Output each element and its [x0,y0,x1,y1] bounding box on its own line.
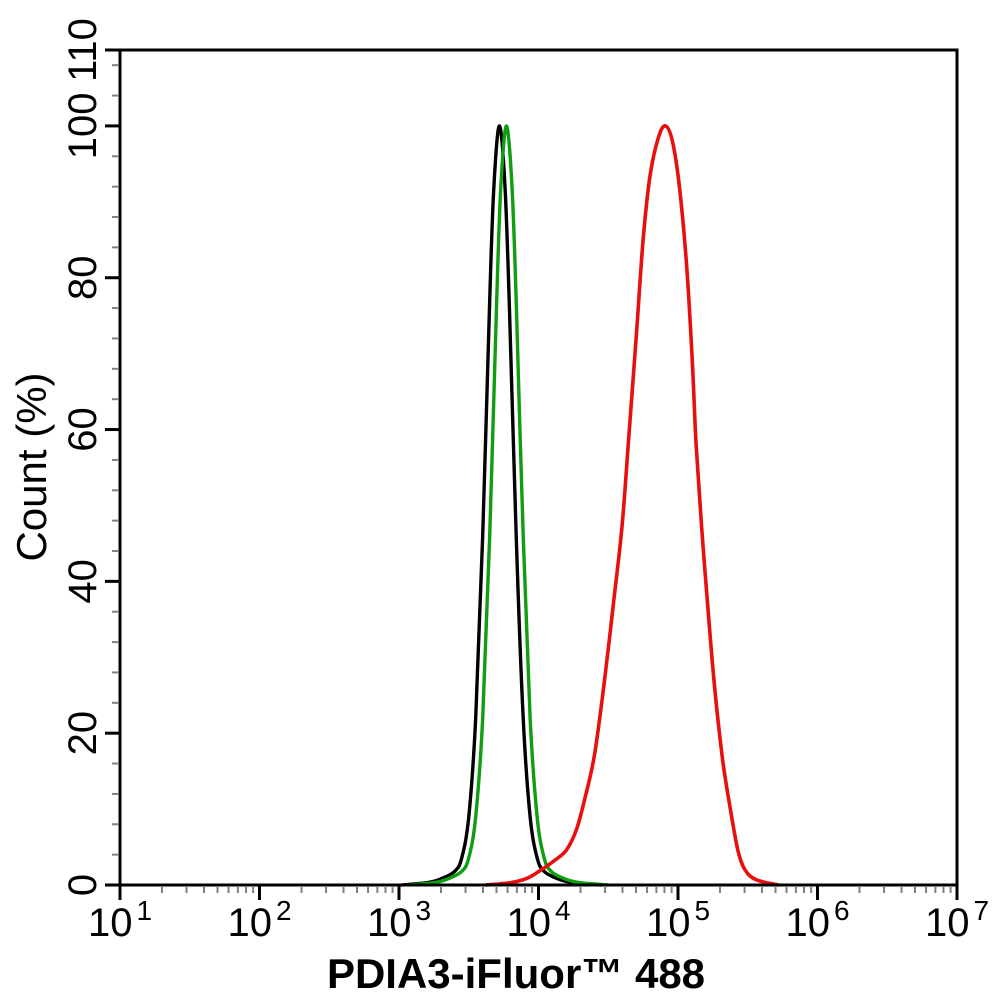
curves-layer [401,124,779,887]
red-histogram-curve [485,124,779,887]
x-tick-label: 10 3 [367,895,431,945]
y-tick-label: 60 [61,407,105,452]
axes-layer: 10 1 10 2 10 3 10 4 10 5 10 6 10 7 0 20 40 60 80 100 110 [61,18,989,945]
y-tick-label: 80 [61,255,105,300]
y-axis-title: Count (%) [8,372,55,561]
x-tick-label: 10 6 [785,895,849,945]
x-tick-label: 10 1 [88,895,152,945]
plot-frame [118,48,959,887]
x-tick-label: 10 5 [646,895,710,945]
y-tick-label: 110 [61,18,105,82]
x-tick-label: 10 4 [506,895,570,945]
y-tick-label: 0 [61,874,105,896]
x-tick-label: 10 2 [227,895,291,945]
y-tick-label: 40 [61,559,105,604]
green-histogram-curve [408,124,609,887]
x-tick-label: 10 7 [925,895,989,945]
y-tick-label: 20 [61,711,105,756]
black-histogram-curve [401,124,602,887]
y-tick-label: 100 [61,93,105,160]
x-axis-title: PDIA3-iFluor™ 488 [327,950,705,997]
